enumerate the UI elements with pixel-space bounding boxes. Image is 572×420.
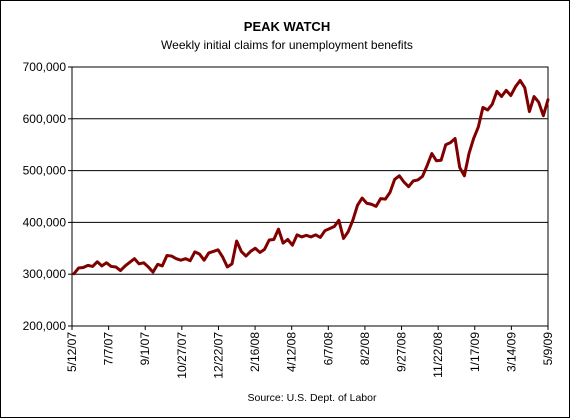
y-tick-label: 300,000: [23, 267, 67, 281]
y-tick-label: 700,000: [23, 60, 67, 74]
x-tick-label: 3/14/09: [504, 332, 518, 372]
series-group: [72, 78, 550, 276]
x-tick-label: 8/2/08: [358, 332, 372, 366]
x-tick-label: 11/22/08: [431, 332, 445, 378]
y-axis: 200,000 300,000 400,000 500,000 600,000 700,0…: [23, 60, 72, 333]
series-line: [72, 78, 550, 276]
x-tick-label: 10/27/07: [175, 332, 189, 379]
source-note: Source: U.S. Dept. of Labor: [248, 392, 377, 404]
x-tick-label: 5/12/07: [65, 332, 79, 372]
x-tick-label: 7/7/07: [102, 332, 116, 366]
x-axis: 5/12/07 7/7/07 9/1/07 10/27/07 12/22/07 2/16/…: [65, 326, 555, 379]
y-tick-label: 600,000: [23, 112, 67, 126]
x-tick-label: 5/9/09: [541, 332, 555, 366]
x-tick-label: 1/17/09: [468, 332, 482, 372]
y-tick-label: 500,000: [23, 164, 67, 178]
chart-title: PEAK WATCH: [244, 19, 330, 34]
x-tick-label: 12/22/07: [211, 332, 225, 379]
x-tick-label: 9/27/08: [395, 332, 409, 372]
gridlines: [72, 66, 548, 327]
plot-area-border: [71, 66, 549, 327]
y-tick-label: 400,000: [23, 215, 67, 229]
x-tick-label: 6/7/08: [321, 332, 335, 366]
x-tick-label: 2/16/08: [248, 332, 262, 372]
y-tick-label: 200,000: [23, 319, 67, 333]
chart-subtitle: Weekly initial claims for unemployment b…: [161, 38, 413, 52]
x-tick-label: 4/12/08: [285, 332, 299, 372]
x-tick-label: 9/1/07: [138, 332, 152, 366]
